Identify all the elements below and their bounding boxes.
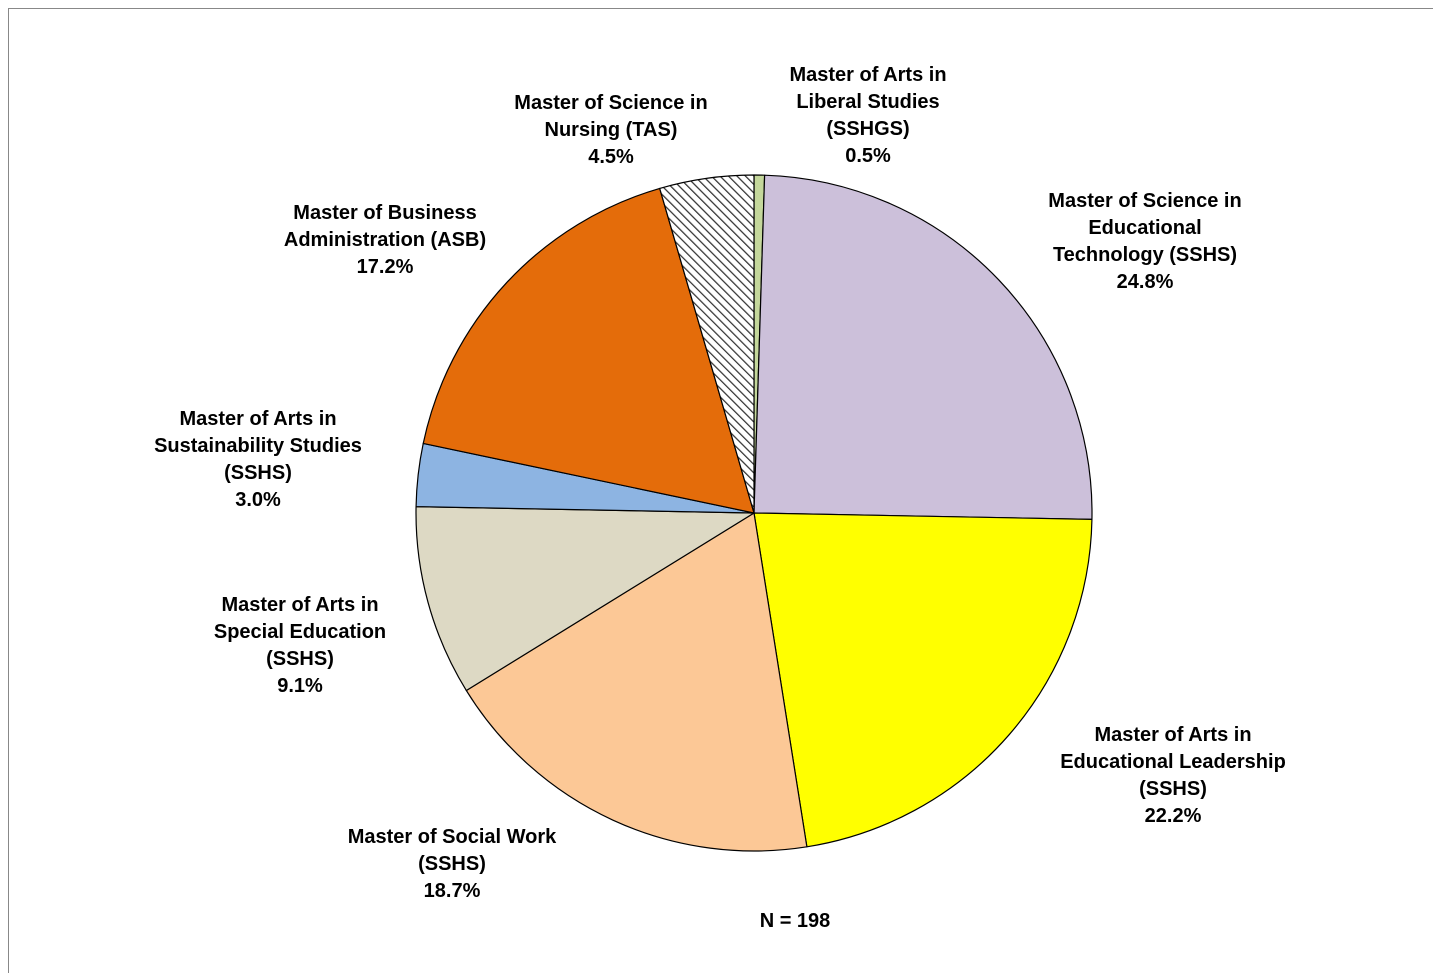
category-label: Master of Social Work (SSHS) (347, 826, 557, 875)
slice-label: Master of Science in Educational Technol… (1038, 188, 1253, 296)
category-label: Master of Arts in Special Education (SSH… (213, 594, 387, 670)
category-label: Master of Science in Nursing (TAS) (514, 92, 708, 141)
slice-label: Master of Arts in Sustainability Studies… (138, 406, 378, 514)
slice-label: Master of Business Administration (ASB) 1… (275, 200, 495, 281)
pie-slice (753, 512, 1093, 848)
pie-slice (415, 506, 755, 692)
value-label: 4.5% (588, 146, 634, 168)
pie-slice (659, 174, 755, 514)
value-label: 0.5% (845, 145, 891, 167)
category-label: Master of Arts in Sustainability Studies… (154, 408, 362, 484)
category-label: Master of Arts in Liberal Studies (SSHGS… (789, 64, 947, 140)
value-label: 22.2% (1144, 805, 1202, 827)
slice-label: Master of Social Work (SSHS) 18.7% (332, 824, 572, 905)
value-label: 9.1% (277, 675, 323, 697)
slice-label: Master of Arts in Educational Leadership… (1048, 722, 1298, 830)
category-label: Master of Arts in Educational Leadership… (1060, 724, 1286, 800)
category-label: Master of Science in Educational Technol… (1048, 190, 1242, 266)
value-label: 3.0% (235, 489, 281, 511)
pie-slice (422, 187, 755, 514)
category-label: Master of Business Administration (ASB) (283, 202, 487, 251)
slice-label: Master of Arts in Special Education (SSH… (200, 592, 400, 700)
pie-slice (465, 512, 808, 852)
pie-slice (753, 174, 1093, 520)
slice-label: Master of Arts in Liberal Studies (SSHGS… (768, 62, 968, 170)
slice-label: Master of Science in Nursing (TAS) 4.5% (496, 90, 726, 171)
value-label: 17.2% (356, 256, 414, 278)
frame (8, 8, 1433, 973)
value-label: 18.7% (423, 880, 481, 902)
value-label: 24.8% (1116, 271, 1174, 293)
annotation: N = 198 (759, 910, 831, 932)
